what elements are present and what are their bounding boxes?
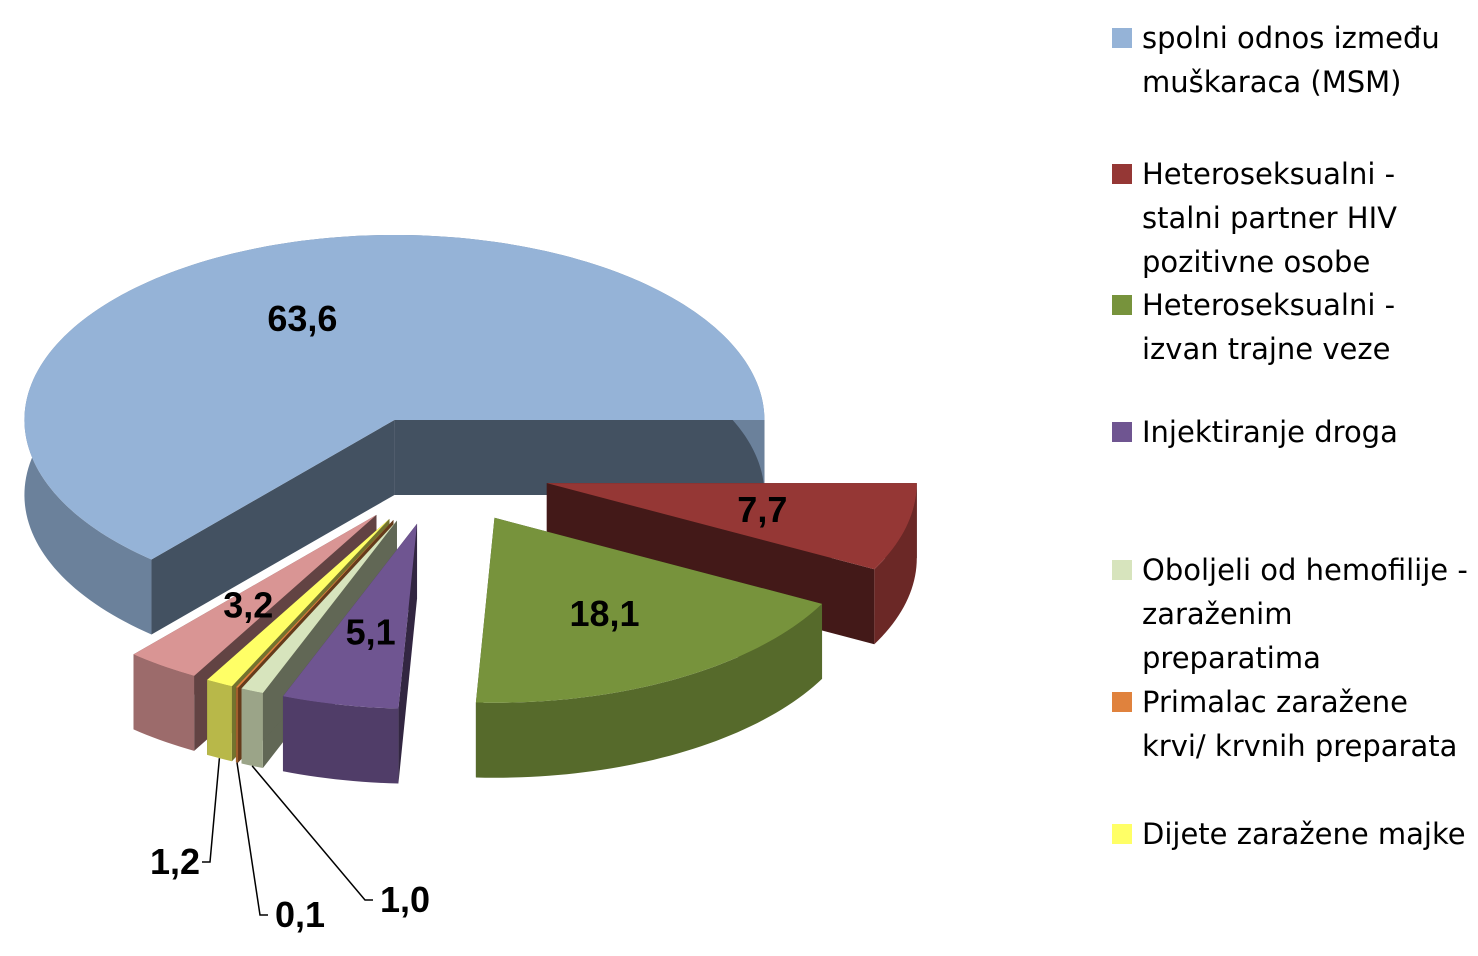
slice-top [24, 234, 765, 560]
legend-swatch [1112, 422, 1132, 442]
slice-wall [235, 687, 239, 763]
slice-wall [475, 603, 823, 778]
slice-top [475, 517, 823, 703]
data-label: 1,2 [150, 841, 200, 882]
slice [24, 234, 765, 635]
slice-wall [874, 483, 917, 645]
legend-item: Injektiranje droga [1112, 410, 1474, 454]
legend-label: Heteroseksualni - izvan trajne veze [1142, 288, 1396, 366]
slice-top [133, 514, 377, 676]
legend-label: Primalac zaražene krvi/ krvnih preparata [1142, 685, 1458, 763]
legend-item: Primalac zaražene krvi/ krvnih preparata [1112, 680, 1474, 768]
legend-item: Oboljeli od hemofilije - zaraženim prepa… [1112, 548, 1474, 680]
slice-wall [241, 688, 263, 769]
slice-top [282, 523, 418, 709]
data-label: 5,1 [346, 611, 396, 652]
slice-side [151, 419, 395, 635]
leader-line [202, 758, 221, 863]
slice [282, 523, 418, 784]
legend-label: Oboljeli od hemofilije - zaraženim prepa… [1142, 553, 1468, 675]
legend-swatch [1112, 560, 1132, 580]
legend-swatch [1112, 295, 1132, 315]
slice-top [546, 483, 917, 570]
slice-top [241, 520, 397, 694]
slice-wall [24, 234, 765, 635]
slice-wall [133, 654, 195, 751]
slice-wall [282, 696, 399, 784]
leader-line [236, 762, 268, 916]
slice-side [394, 419, 765, 495]
slice [475, 517, 823, 778]
legend-item: spolni odnos između muškaraca (MSM) [1112, 16, 1474, 104]
legend-label: Injektiranje droga [1142, 415, 1398, 449]
legend-swatch [1112, 164, 1132, 184]
data-label: 1,0 [380, 879, 430, 920]
slice-top [207, 518, 390, 687]
legend-swatch [1112, 692, 1132, 712]
legend-label: Dijete zaražene majke [1142, 817, 1466, 851]
leader-line [251, 765, 373, 901]
data-label: 18,1 [569, 593, 639, 634]
legend-label: Heteroseksualni - stalni partner HIV poz… [1142, 157, 1397, 279]
data-label: 3,2 [223, 585, 273, 626]
slice-top [235, 519, 394, 688]
data-label: 7,7 [737, 489, 787, 530]
data-label: 63,6 [267, 298, 337, 339]
legend-swatch [1112, 28, 1132, 48]
legend-item: Heteroseksualni - stalni partner HIV poz… [1112, 152, 1474, 284]
slice-side [133, 514, 377, 730]
legend-label: spolni odnos između muškaraca (MSM) [1142, 21, 1440, 99]
legend-swatch [1112, 824, 1132, 844]
data-label: 0,1 [275, 894, 325, 935]
slice-wall [207, 679, 232, 762]
slice-side [241, 520, 397, 764]
legend-item: Heteroseksualni - izvan trajne veze [1112, 283, 1474, 371]
legend-item: Dijete zaražene majke [1112, 812, 1474, 856]
